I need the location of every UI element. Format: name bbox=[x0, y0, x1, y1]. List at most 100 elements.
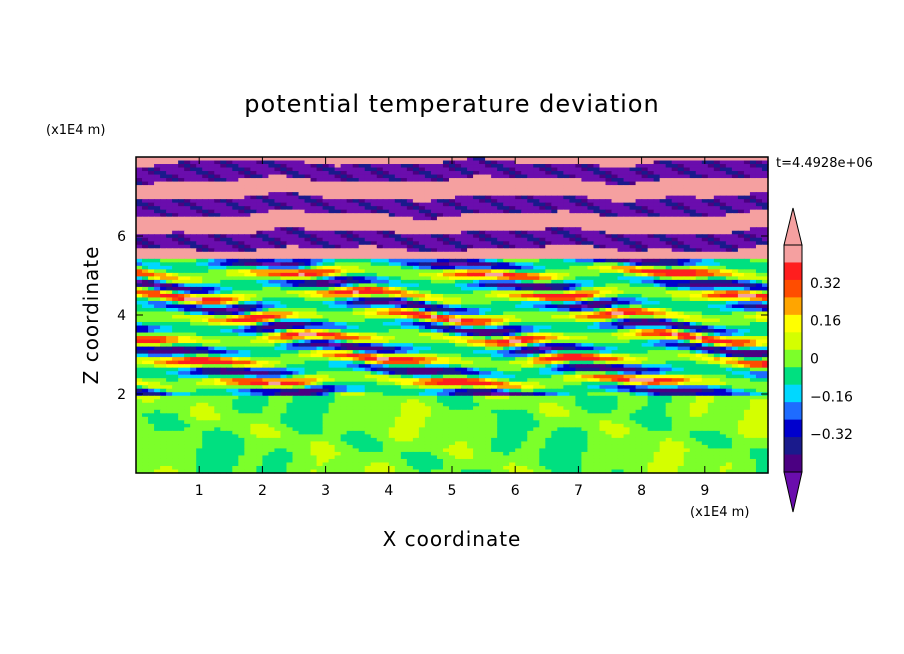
heat-cell bbox=[563, 167, 570, 172]
heat-cell bbox=[346, 216, 354, 221]
heat-cell bbox=[340, 272, 348, 277]
heat-cell bbox=[629, 248, 637, 253]
heat-cell bbox=[467, 209, 474, 214]
heat-cell bbox=[316, 164, 324, 169]
heat-cell bbox=[599, 195, 607, 200]
heat-cell bbox=[527, 216, 534, 221]
heat-cell bbox=[707, 244, 715, 249]
heat-cell bbox=[280, 171, 288, 176]
heat-cell bbox=[418, 290, 426, 295]
heat-cell bbox=[430, 157, 438, 162]
heat-cell bbox=[310, 293, 318, 299]
heat-cell bbox=[731, 258, 739, 263]
heat-cell bbox=[184, 279, 191, 284]
heat-cell bbox=[244, 272, 251, 277]
heat-cell bbox=[539, 199, 546, 204]
heat-cell bbox=[599, 178, 607, 183]
heat-cell bbox=[689, 304, 697, 309]
heat-cell bbox=[731, 178, 739, 183]
heat-cell bbox=[166, 290, 173, 295]
heat-cell bbox=[479, 160, 486, 165]
heat-cell bbox=[370, 269, 378, 274]
heat-cell bbox=[467, 171, 474, 176]
heat-cell bbox=[605, 262, 613, 267]
heat-cell bbox=[250, 241, 257, 246]
heat-cell bbox=[695, 244, 703, 249]
heat-cell bbox=[623, 160, 631, 165]
heat-cell bbox=[274, 276, 282, 281]
heat-cell bbox=[539, 185, 546, 190]
heat-cell bbox=[448, 202, 456, 207]
heat-cell bbox=[749, 255, 757, 260]
heat-cell bbox=[298, 311, 306, 316]
heat-cell bbox=[292, 300, 300, 306]
heat-cell bbox=[629, 164, 637, 169]
heat-cell bbox=[497, 311, 504, 316]
heat-cell bbox=[599, 248, 607, 253]
heat-cell bbox=[292, 279, 300, 284]
heat-cell bbox=[358, 311, 366, 316]
heat-cell bbox=[521, 181, 528, 186]
heat-cell bbox=[689, 255, 697, 260]
heat-cell bbox=[521, 209, 528, 214]
heat-cell bbox=[442, 248, 450, 253]
heat-cell bbox=[533, 174, 540, 179]
heat-cell bbox=[473, 199, 480, 204]
heat-cell bbox=[412, 286, 420, 292]
heat-cell bbox=[551, 244, 558, 249]
heat-cell bbox=[346, 293, 354, 299]
heat-cell bbox=[527, 307, 534, 313]
heat-cell bbox=[310, 185, 318, 190]
heat-cell bbox=[304, 174, 312, 179]
heat-cell bbox=[659, 248, 667, 253]
heat-cell bbox=[208, 185, 215, 190]
heat-cell bbox=[677, 157, 685, 162]
heat-cell bbox=[473, 265, 480, 270]
heat-cell bbox=[719, 258, 727, 263]
heat-cell bbox=[479, 276, 486, 281]
heat-cell bbox=[292, 216, 300, 221]
heat-cell bbox=[400, 178, 408, 183]
heat-cell bbox=[448, 195, 456, 200]
heat-cell bbox=[394, 276, 402, 281]
heat-cell bbox=[382, 234, 390, 239]
heat-cell bbox=[310, 206, 318, 211]
heat-cell bbox=[412, 157, 420, 162]
heat-cell bbox=[635, 209, 643, 214]
heat-cell bbox=[382, 199, 390, 204]
heat-cell bbox=[749, 199, 757, 204]
heat-cell bbox=[322, 164, 330, 169]
heat-cell bbox=[136, 272, 143, 277]
heat-cell bbox=[695, 269, 703, 274]
heat-cell bbox=[743, 216, 751, 221]
heat-cell bbox=[136, 216, 143, 221]
heat-cell bbox=[719, 279, 727, 284]
heat-cell bbox=[136, 195, 143, 200]
heat-cell bbox=[737, 262, 745, 267]
heat-cell bbox=[665, 209, 673, 214]
heat-cell bbox=[509, 167, 516, 172]
heat-cell bbox=[274, 283, 282, 288]
heat-cell bbox=[737, 307, 745, 313]
heat-cell bbox=[298, 216, 306, 221]
heat-cell bbox=[491, 304, 498, 309]
heat-cell bbox=[635, 269, 643, 274]
heat-cell bbox=[292, 276, 300, 281]
heat-cell bbox=[202, 269, 209, 274]
heat-cell bbox=[497, 171, 504, 176]
heat-cell bbox=[298, 315, 306, 320]
heat-cell bbox=[539, 315, 546, 320]
heat-cell bbox=[274, 174, 282, 179]
heat-cell bbox=[563, 164, 570, 169]
heat-cell bbox=[689, 174, 697, 179]
heat-cell bbox=[298, 283, 306, 288]
heat-cell bbox=[755, 206, 763, 211]
heat-cell bbox=[761, 272, 769, 277]
heat-cell bbox=[473, 206, 480, 211]
heat-cell bbox=[545, 192, 552, 197]
heat-cell bbox=[635, 199, 643, 204]
heat-cell bbox=[178, 300, 185, 306]
heat-cell bbox=[238, 234, 245, 239]
heat-cell bbox=[280, 251, 288, 256]
heat-cell bbox=[388, 157, 396, 162]
